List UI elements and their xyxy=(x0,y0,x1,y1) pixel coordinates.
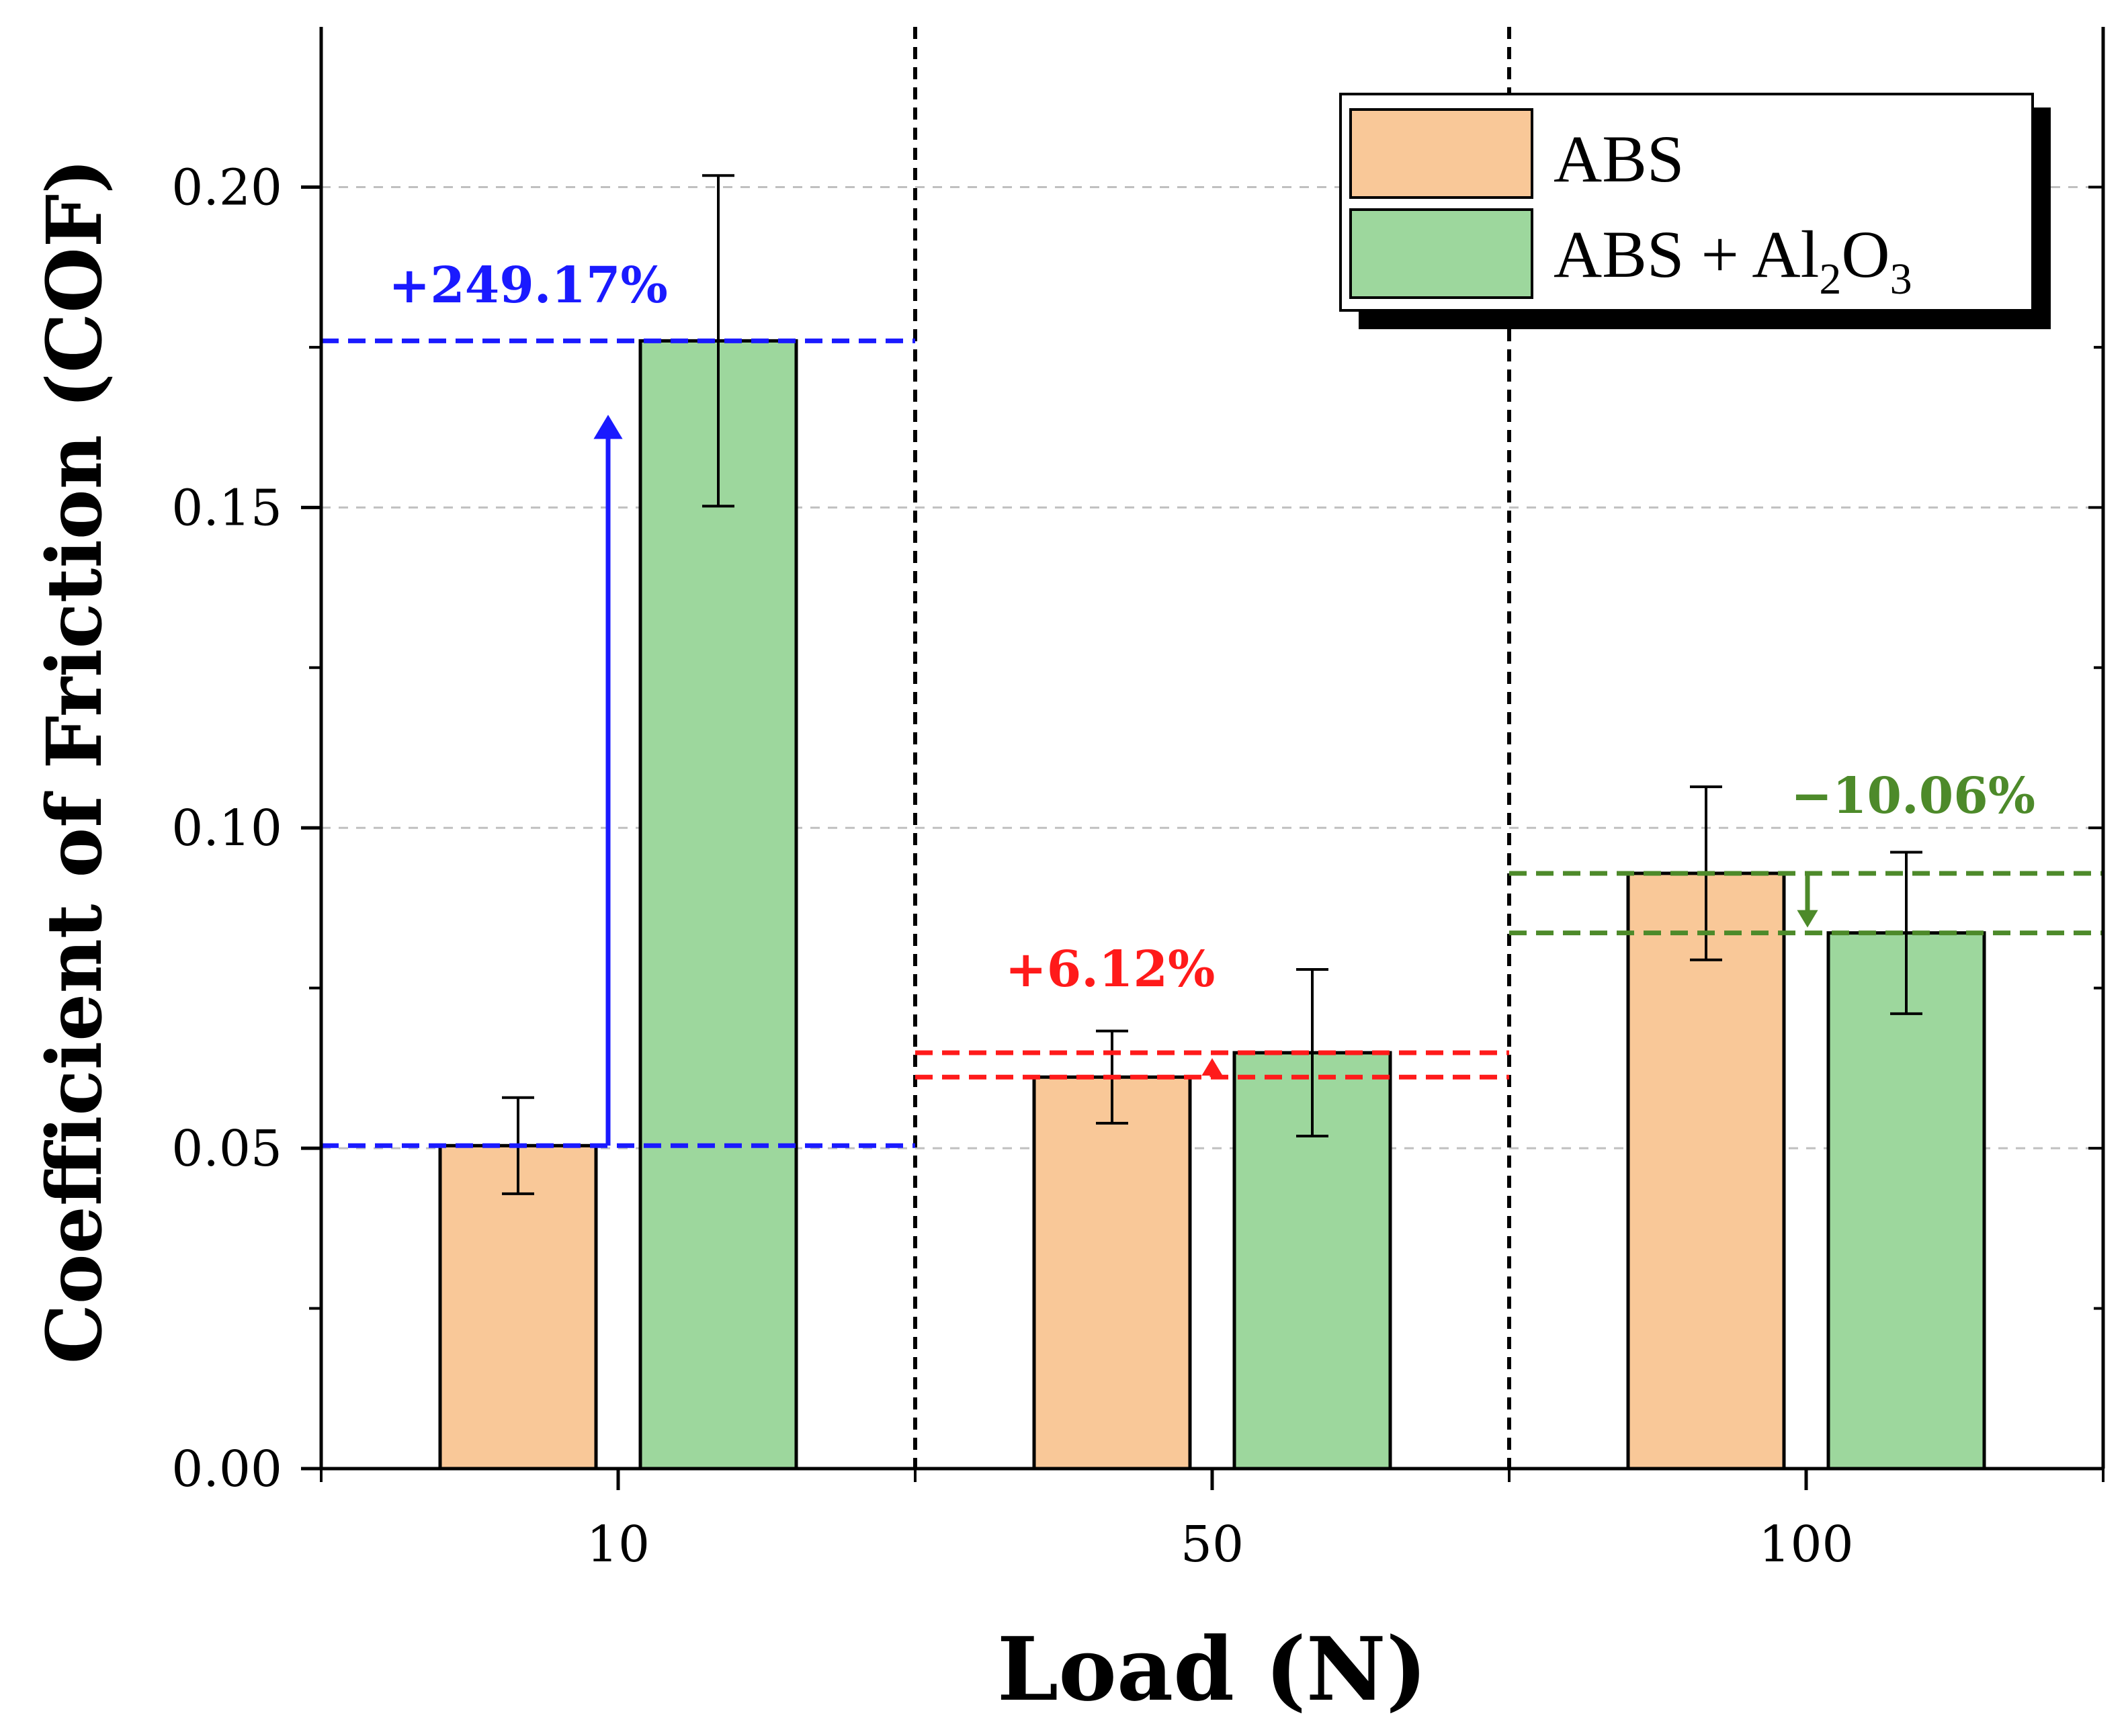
x-tick-label: 50 xyxy=(1181,1516,1244,1573)
annotation-label: −10.06% xyxy=(1791,767,2035,825)
y-tick-label: 0.05 xyxy=(171,1120,282,1178)
bar-abs-50 xyxy=(1032,1075,1192,1471)
bar-abs-10 xyxy=(438,1143,598,1471)
error-bar xyxy=(1890,851,1922,1015)
y-tick-label: 0.00 xyxy=(171,1440,282,1498)
legend-label-composite: ABS + Al2O3 xyxy=(1554,217,1912,304)
annotations: +249.17% +6.12% −10.06% xyxy=(321,257,2103,1148)
annotation-arrowhead xyxy=(1201,1057,1223,1076)
y-tick-label: 0.20 xyxy=(171,159,282,216)
axes xyxy=(301,27,2105,1490)
x-axis-title: Load (N) xyxy=(997,1618,1427,1721)
annotation-label: +6.12% xyxy=(1005,941,1216,998)
y-axis-title: Coefficient of Friction (COF) xyxy=(31,159,119,1364)
x-tick-label: 10 xyxy=(587,1516,650,1573)
legend-swatch-abs xyxy=(1349,108,1533,199)
bar-composite-10 xyxy=(638,339,798,1471)
legend: ABS ABS + Al2O3 xyxy=(1339,93,2051,329)
x-tick-label: 100 xyxy=(1758,1516,1853,1573)
y-tick-label: 0.10 xyxy=(171,799,282,857)
annotation-label: +249.17% xyxy=(388,257,668,314)
annotation-10: +249.17% xyxy=(321,257,915,1148)
legend-composite-sub2: 3 xyxy=(1890,255,1912,304)
annotation-arrowhead xyxy=(1797,910,1818,928)
annotation-100: −10.06% xyxy=(1509,767,2103,936)
axis-labels: 0.00 0.05 0.10 0.15 0.20 10 50 100 Load (N) Coeff… xyxy=(31,159,1854,1721)
legend-label-abs: ABS xyxy=(1554,122,1685,196)
annotation-50: +6.12% xyxy=(915,941,1509,1080)
legend-swatch-composite xyxy=(1349,208,1533,299)
bar-composite-100 xyxy=(1826,931,1986,1471)
error-bar xyxy=(702,174,734,508)
error-bar xyxy=(1296,968,1328,1137)
legend-composite-O: O xyxy=(1841,217,1889,292)
annotation-arrowhead xyxy=(593,415,623,439)
legend-composite-main: ABS + Al xyxy=(1554,217,1819,292)
bar-abs-100 xyxy=(1626,871,1786,1471)
bars xyxy=(438,339,1986,1471)
y-tick-label: 0.15 xyxy=(171,479,282,537)
legend-composite-sub1: 2 xyxy=(1819,255,1841,304)
